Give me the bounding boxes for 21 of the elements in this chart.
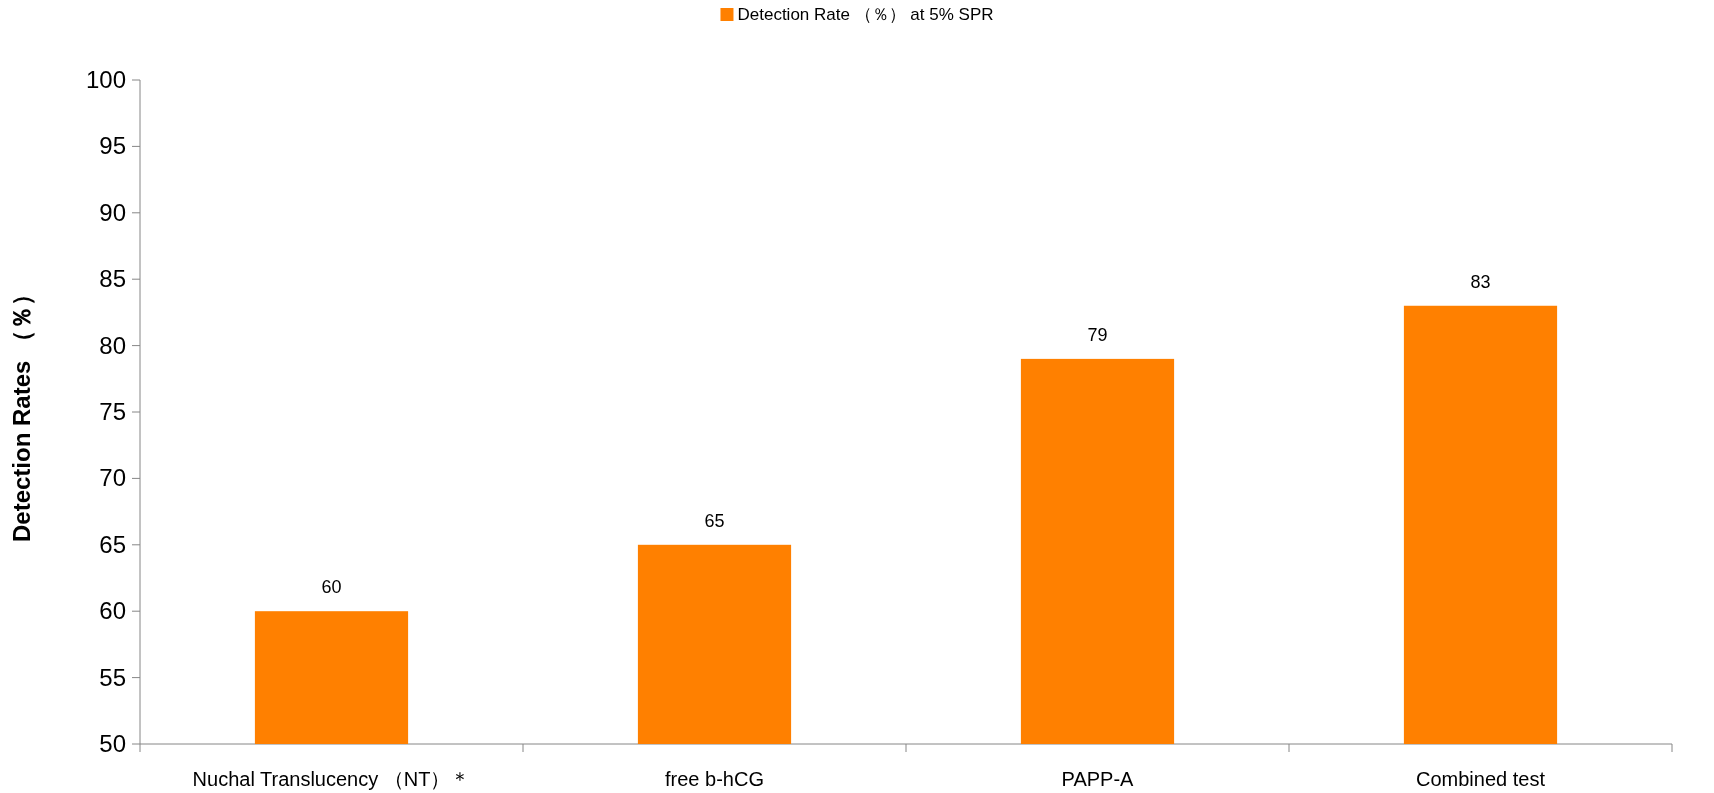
x-tick-label: PAPP-A xyxy=(1061,768,1135,790)
y-tick-label: 90 xyxy=(99,198,126,226)
y-tick-label: 65 xyxy=(99,530,126,558)
data-label: 65 xyxy=(704,510,725,531)
x-tick-label: free b-hCG xyxy=(665,768,764,790)
x-tick-label: Nuchal Translucency （NT）＊ xyxy=(192,768,471,790)
y-tick-label: 85 xyxy=(99,265,126,293)
y-tick-label: 55 xyxy=(99,663,126,691)
y-axis-title: Detection Rates （％） xyxy=(8,281,35,543)
y-tick-label: 70 xyxy=(99,464,126,492)
y-tick-label: 100 xyxy=(85,66,126,93)
x-tick-label: Combined test xyxy=(1416,768,1546,790)
y-tick-label: 80 xyxy=(99,331,126,359)
y-tick-label: 75 xyxy=(99,398,126,425)
data-label: 79 xyxy=(1087,324,1108,345)
data-label: 83 xyxy=(1470,271,1491,292)
data-label: 60 xyxy=(321,577,342,598)
y-tick-label: 60 xyxy=(99,597,126,625)
y-tick-label: 95 xyxy=(99,132,126,160)
y-tick-label: 50 xyxy=(99,730,126,757)
legend-label: Detection Rate （％） at 5% SPR xyxy=(737,5,994,24)
